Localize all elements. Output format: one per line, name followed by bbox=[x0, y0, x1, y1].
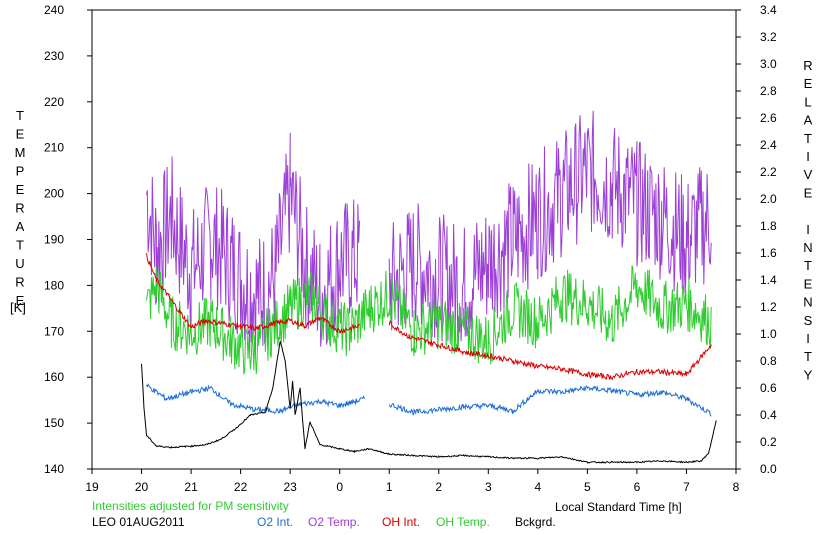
x-tick-label: 7 bbox=[683, 480, 690, 494]
axis-label-letter: U bbox=[15, 256, 24, 271]
y-right-tick-label: 1.0 bbox=[760, 327, 777, 341]
x-axis: 19 20 21 22 23 0 1 2 3 4 5 6 7 8 bbox=[85, 469, 740, 494]
y-axis-left: 140 150 160 170 180 190 200 210 220 230 240 bbox=[44, 3, 92, 476]
y-right-tick-label: 0.6 bbox=[760, 381, 777, 395]
y-left-tick-label: 190 bbox=[44, 233, 64, 247]
series-line bbox=[146, 383, 712, 417]
legend-entry: Bckgrd. bbox=[515, 515, 556, 529]
y-right-tick-label: 1.4 bbox=[760, 273, 777, 287]
axis-label-letter: T bbox=[804, 258, 812, 273]
axis-label-letter: R bbox=[15, 201, 24, 216]
x-tick-label: 21 bbox=[184, 480, 198, 494]
y-right-tick-label: 1.8 bbox=[760, 219, 777, 233]
y-right-tick-label: 2.8 bbox=[760, 84, 777, 98]
y-right-tick-label: 3.2 bbox=[760, 30, 777, 44]
axis-label-letter: P bbox=[16, 164, 25, 179]
x-tick-label: 6 bbox=[634, 480, 641, 494]
axis-label-letter: R bbox=[803, 58, 812, 73]
axis-label-letter: S bbox=[804, 313, 813, 328]
axis-label-letter: T bbox=[16, 238, 24, 253]
x-tick-label: 1 bbox=[386, 480, 393, 494]
axis-label-letter: T bbox=[804, 349, 812, 364]
y-right-tick-label: 1.6 bbox=[760, 246, 777, 260]
axis-label-letter: M bbox=[15, 145, 26, 160]
y-left-tick-label: 160 bbox=[44, 370, 64, 384]
y-left-tick-label: 180 bbox=[44, 278, 64, 292]
series-line bbox=[141, 341, 717, 464]
y-right-tick-label: 2.6 bbox=[760, 111, 777, 125]
y-right-tick-label: 2.4 bbox=[760, 138, 777, 152]
series-line bbox=[146, 265, 712, 376]
x-tick-label: 0 bbox=[336, 480, 343, 494]
y-left-tick-label: 230 bbox=[44, 49, 64, 63]
axis-label-letter: E bbox=[804, 185, 813, 200]
axis-label-letter: T bbox=[16, 108, 24, 123]
axis-label-letter: R bbox=[15, 275, 24, 290]
y-right-tick-label: 1.2 bbox=[760, 300, 777, 314]
x-tick-label: 3 bbox=[485, 480, 492, 494]
y-left-tick-label: 170 bbox=[44, 324, 64, 338]
y-right-tick-label: 3.4 bbox=[760, 3, 777, 17]
x-axis-label: Local Standard Time [h] bbox=[555, 500, 682, 514]
axis-label-letter: L bbox=[804, 94, 811, 109]
legend-entry: O2 Int. bbox=[257, 515, 293, 529]
axis-label-letter: E bbox=[16, 293, 25, 308]
series-line bbox=[146, 253, 712, 381]
x-tick-label: 23 bbox=[283, 480, 297, 494]
axis-label-letter: E bbox=[16, 127, 25, 142]
y-left-tick-label: 140 bbox=[44, 462, 64, 476]
y-left-tick-label: 220 bbox=[44, 95, 64, 109]
x-tick-label: 22 bbox=[234, 480, 248, 494]
axis-label-letter: E bbox=[804, 276, 813, 291]
y-left-tick-label: 200 bbox=[44, 187, 64, 201]
y-right-tick-label: 2.2 bbox=[760, 165, 777, 179]
y-axis-left-unit: [K] bbox=[10, 300, 26, 315]
x-tick-label: 2 bbox=[435, 480, 442, 494]
axis-label-letter: A bbox=[804, 113, 813, 128]
legend-entry: OH Int. bbox=[382, 515, 420, 529]
axis-label-letter: I bbox=[806, 222, 810, 237]
legend-entry: OH Temp. bbox=[436, 515, 490, 529]
axis-label-letter: I bbox=[806, 331, 810, 346]
station-label: LEO 01AUG2011 bbox=[92, 515, 185, 529]
x-tick-label: 20 bbox=[135, 480, 149, 494]
y-axis-right: 0.0 0.2 0.4 0.6 0.8 1.0 1.2 1.4 1.6 1.8 2.0 2.2 2.4 2… bbox=[736, 3, 777, 476]
axis-label-letter: T bbox=[804, 131, 812, 146]
x-tick-label: 4 bbox=[535, 480, 542, 494]
x-tick-label: 5 bbox=[584, 480, 591, 494]
y-left-tick-label: 210 bbox=[44, 141, 64, 155]
axis-label-letter: Y bbox=[804, 367, 813, 382]
note-text: Intensities adjusted for PM sensitivity bbox=[92, 499, 289, 513]
axis-label-letter: E bbox=[804, 76, 813, 91]
axis-label-letter: A bbox=[16, 219, 25, 234]
y-right-tick-label: 0.2 bbox=[760, 435, 777, 449]
legend: O2 Int. O2 Temp. OH Int. OH Temp. Bckgrd. bbox=[257, 515, 556, 529]
axis-label-letter: E bbox=[16, 182, 25, 197]
y-right-tick-label: 0.0 bbox=[760, 462, 777, 476]
y-left-tick-label: 240 bbox=[44, 3, 64, 17]
series-layer bbox=[141, 110, 717, 464]
axis-label-letter: N bbox=[803, 240, 812, 255]
y-right-tick-label: 0.4 bbox=[760, 408, 777, 422]
x-tick-label: 8 bbox=[733, 480, 740, 494]
axis-label-letter: I bbox=[806, 149, 810, 164]
y-right-tick-label: 3.0 bbox=[760, 57, 777, 71]
axis-label-letter: V bbox=[804, 167, 813, 182]
y-right-tick-label: 2.0 bbox=[760, 192, 777, 206]
y-left-tick-label: 150 bbox=[44, 416, 64, 430]
axis-label-letter: N bbox=[803, 295, 812, 310]
y-right-tick-label: 0.8 bbox=[760, 354, 777, 368]
legend-entry: O2 Temp. bbox=[308, 515, 360, 529]
x-tick-label: 19 bbox=[85, 480, 99, 494]
